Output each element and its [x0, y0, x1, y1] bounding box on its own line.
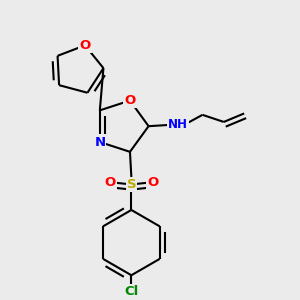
Text: S: S — [127, 178, 136, 191]
Text: O: O — [147, 176, 158, 189]
Text: O: O — [79, 39, 91, 52]
Text: N: N — [94, 136, 105, 148]
Text: O: O — [104, 176, 116, 189]
Text: Cl: Cl — [124, 285, 139, 298]
Text: NH: NH — [168, 118, 188, 131]
Text: O: O — [124, 94, 136, 107]
